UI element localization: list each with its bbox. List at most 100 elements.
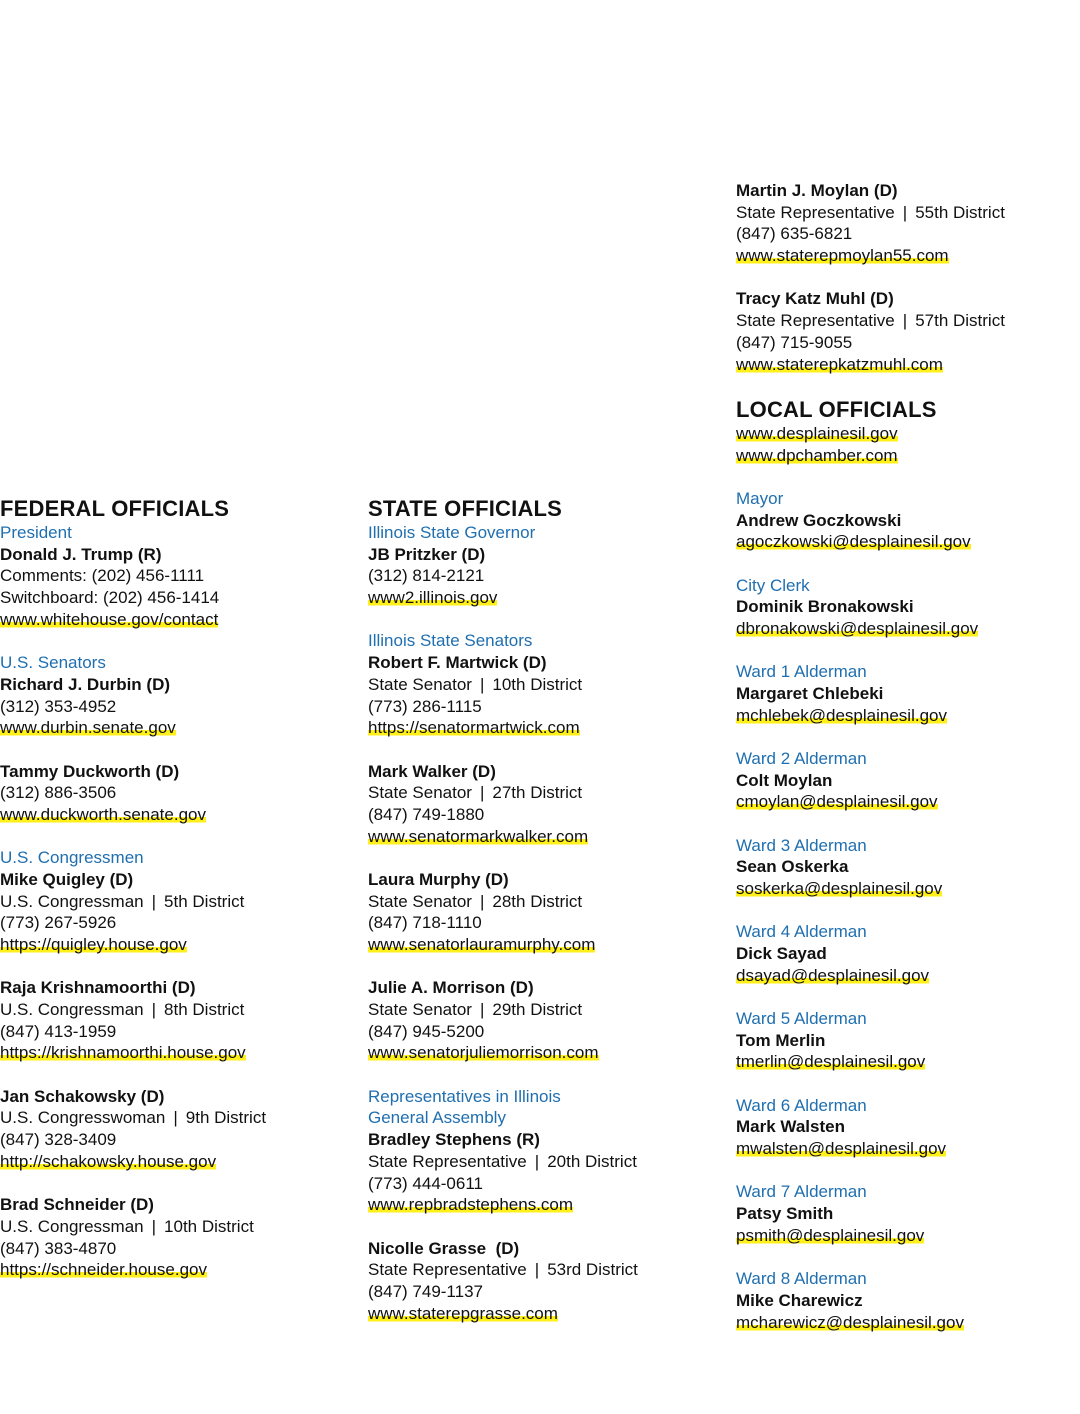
website-link[interactable]: https://senatormartwick.com xyxy=(368,718,580,738)
official-name: Laura Murphy (D) xyxy=(368,869,509,889)
email-link[interactable]: mcharewicz@desplainesil.gov xyxy=(736,1312,964,1332)
email-link[interactable]: dbronakowski@desplainesil.gov xyxy=(736,618,979,638)
official-name: Martin J. Moylan (D) xyxy=(736,181,898,200)
role-label: Ward 5 Alderman xyxy=(736,1009,867,1029)
official-district: 10th District xyxy=(492,674,583,694)
official-title-line: State Representative | 20th District xyxy=(368,1151,708,1173)
website-link[interactable]: http://schakowsky.house.gov xyxy=(0,1151,217,1171)
official-title: State Representative xyxy=(368,1151,527,1171)
federal-officials-heading: FEDERAL OFFICIALS xyxy=(0,496,230,521)
website-link[interactable]: www.repbradstephens.com xyxy=(368,1195,574,1215)
role-label: Mayor xyxy=(736,488,784,508)
role-label: Ward 8 Alderman xyxy=(736,1269,867,1289)
local-officials-heading: LOCAL OFFICIALS xyxy=(736,396,937,422)
official-name: Nicolle Grasse (D) xyxy=(368,1238,520,1258)
role-label: Ward 7 Alderman xyxy=(736,1182,867,1202)
role-label: Ward 2 Alderman xyxy=(736,748,867,768)
email-link[interactable]: agoczkowski@desplainesil.gov xyxy=(736,532,971,552)
website-link[interactable]: www.staterepkatzmuhl.com xyxy=(736,354,943,374)
local-official-entry: Ward 8 Alderman Mike Charewicz mcharewic… xyxy=(736,1268,1076,1333)
official-name: Sean Oskerka xyxy=(736,857,849,877)
group-label-president: President xyxy=(0,523,72,542)
official-name: Mike Charewicz xyxy=(736,1290,863,1310)
official-name: Mark Walsten xyxy=(736,1117,845,1137)
official-title: State Senator xyxy=(368,891,472,911)
group-label-representatives-line2: General Assembly xyxy=(368,1108,506,1128)
email-link[interactable]: dsayad@desplainesil.gov xyxy=(736,965,930,985)
official-district: 8th District xyxy=(164,1000,245,1020)
official-title-line: State Senator | 28th District xyxy=(368,891,708,913)
official-name: Dominik Bronakowski xyxy=(736,597,914,617)
local-official-entry: Ward 2 Alderman Colt Moylan cmoylan@desp… xyxy=(736,748,1076,813)
official-phone: (847) 715-9055 xyxy=(736,332,853,352)
official-name: Patsy Smith xyxy=(736,1204,834,1224)
website-link[interactable]: www.senatorjuliemorrison.com xyxy=(368,1043,599,1063)
state-representatives-continued: Martin J. Moylan (D) State Representativ… xyxy=(736,180,1076,375)
official-title: State Representative xyxy=(368,1260,527,1280)
official-name: Tom Merlin xyxy=(736,1030,826,1050)
official-district: 28th District xyxy=(492,891,583,911)
website-link[interactable]: https://quigley.house.gov xyxy=(0,935,187,955)
email-link[interactable]: tmerlin@desplainesil.gov xyxy=(736,1052,926,1072)
website-link[interactable]: www.senatorlauramurphy.com xyxy=(368,935,596,955)
group-label-state-senators: Illinois State Senators xyxy=(368,631,533,651)
group-label-us-congressmen: U.S. Congressmen xyxy=(0,848,144,868)
official-title: U.S. Congressman xyxy=(0,891,144,911)
website-link[interactable]: www.dpchamber.com xyxy=(736,445,898,465)
official-entry: Robert F. Martwick (D) State Senator | 10t… xyxy=(368,652,708,739)
official-title-line: State Representative | 55th District xyxy=(736,202,1076,224)
official-name: Dick Sayad xyxy=(736,944,827,964)
website-link[interactable]: www.duckworth.senate.gov xyxy=(0,804,206,824)
website-link[interactable]: www2.illinois.gov xyxy=(368,588,498,608)
website-link[interactable]: www.desplainesil.gov xyxy=(736,423,898,443)
local-official-entry: Ward 3 Alderman Sean Oskerka soskerka@de… xyxy=(736,835,1076,900)
official-title-line: U.S. Congressman | 8th District xyxy=(0,999,340,1021)
official-name: Robert F. Martwick (D) xyxy=(368,653,547,673)
official-entry: Raja Krishnamoorthi (D) U.S. Congressman… xyxy=(0,977,340,1064)
official-title-line: State Representative | 53rd District xyxy=(368,1259,708,1281)
official-entry: Tracy Katz Muhl (D) State Representative… xyxy=(736,288,1076,375)
state-senators-group: Illinois State Senators Robert F. Martwi… xyxy=(368,630,708,1064)
official-district: 57th District xyxy=(915,311,1005,331)
state-officials-column: STATE OFFICIALS Illinois State Governor … xyxy=(368,496,708,1324)
official-title-line: U.S. Congresswoman | 9th District xyxy=(0,1107,340,1129)
official-district: 9th District xyxy=(185,1108,267,1128)
official-phone: (847) 413-1959 xyxy=(0,1021,117,1041)
official-name: Mark Walker (D) xyxy=(368,761,496,781)
website-link[interactable]: https://schneider.house.gov xyxy=(0,1260,207,1280)
official-name: Bradley Stephens (R) xyxy=(368,1130,540,1150)
official-entry: Tammy Duckworth (D) (312) 886-3506 www.d… xyxy=(0,761,340,826)
website-link[interactable]: www.whitehouse.gov/contact xyxy=(0,609,219,629)
group-label-us-senators: U.S. Senators xyxy=(0,653,106,673)
governor-group: Illinois State Governor JB Pritzker (D) … xyxy=(368,522,708,609)
local-official-entry: Ward 6 Alderman Mark Walsten mwalsten@de… xyxy=(736,1095,1076,1160)
website-link[interactable]: www.senatormarkwalker.com xyxy=(368,826,589,846)
email-link[interactable]: mwalsten@desplainesil.gov xyxy=(736,1139,947,1159)
official-title-line: State Senator | 10th District xyxy=(368,674,708,696)
official-phone: (312) 353-4952 xyxy=(0,696,117,716)
us-senators-group: U.S. Senators Richard J. Durbin (D) (312… xyxy=(0,652,340,826)
state-officials-heading: STATE OFFICIALS xyxy=(368,496,563,521)
website-link[interactable]: https://krishnamoorthi.house.gov xyxy=(0,1043,246,1063)
official-title: U.S. Congresswoman xyxy=(0,1108,166,1128)
role-label: Ward 3 Alderman xyxy=(736,835,867,855)
official-district: 55th District xyxy=(915,202,1005,222)
website-link[interactable]: www.staterepmoylan55.com xyxy=(736,246,949,266)
local-official-entry: Ward 5 Alderman Tom Merlin tmerlin@despl… xyxy=(736,1008,1076,1073)
separator-bar: | xyxy=(151,891,157,911)
official-title-line: State Senator | 27th District xyxy=(368,782,708,804)
email-link[interactable]: cmoylan@desplainesil.gov xyxy=(736,792,938,812)
phone-switchboard: Switchboard: (202) 456-1414 xyxy=(0,588,220,608)
official-title: State Representative xyxy=(736,311,895,331)
separator-bar: | xyxy=(479,783,485,803)
website-link[interactable]: www.staterepgrasse.com xyxy=(368,1303,558,1323)
official-name: Raja Krishnamoorthi (D) xyxy=(0,978,196,998)
official-phone: (773) 444-0611 xyxy=(368,1173,483,1193)
role-label: City Clerk xyxy=(736,575,810,595)
email-link[interactable]: soskerka@desplainesil.gov xyxy=(736,879,943,899)
email-link[interactable]: mchlebek@desplainesil.gov xyxy=(736,705,947,725)
role-label: Ward 1 Alderman xyxy=(736,662,867,682)
website-link[interactable]: www.durbin.senate.gov xyxy=(0,718,176,738)
official-title: State Senator xyxy=(368,783,472,803)
email-link[interactable]: psmith@desplainesil.gov xyxy=(736,1225,925,1245)
